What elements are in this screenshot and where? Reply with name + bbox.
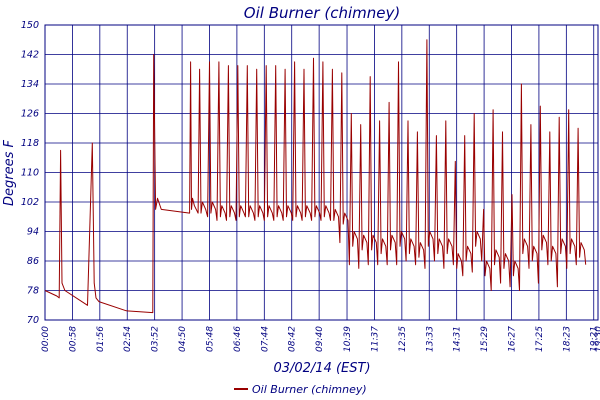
- x-tick-label: 11:37: [370, 326, 380, 352]
- series-group: [44, 39, 587, 314]
- y-tick-label: 70: [27, 315, 39, 326]
- y-tick-labels: 70 78 86 94 102 110 118 126 134 142 150: [21, 20, 39, 326]
- x-tick-label: 09:40: [315, 326, 325, 352]
- x-tick-label: 06:46: [233, 326, 243, 352]
- plot-frame: [44, 24, 599, 321]
- legend: Oil Burner (chimney): [234, 383, 367, 396]
- legend-label: Oil Burner (chimney): [252, 383, 367, 396]
- x-tick-labels: 00:00 00:58 01:56 02:54 03:52 04:50 05:48 06:46…: [41, 326, 600, 352]
- y-tick-label: 126: [21, 109, 39, 120]
- x-tick-label: 18:23: [562, 326, 572, 352]
- y-tick-label: 102: [21, 197, 39, 208]
- y-tick-label: 134: [21, 79, 39, 90]
- x-tick-label: 19:21: [590, 326, 600, 352]
- x-tick-label: 01:56: [96, 326, 106, 352]
- x-tick-label: 17:25: [535, 326, 545, 352]
- x-tick-label: 00:00: [41, 326, 51, 352]
- x-tick-label: 03:52: [151, 326, 161, 352]
- x-tick-label: 13:33: [425, 326, 435, 352]
- y-tick-label: 78: [27, 286, 39, 297]
- y-tick-label: 94: [27, 227, 39, 238]
- y-tick-label: 110: [21, 168, 39, 179]
- y-tick-label: 86: [27, 256, 39, 267]
- x-tick-label: 14:31: [453, 326, 463, 352]
- x-tick-label: 04:50: [178, 326, 188, 352]
- series-line-oil-burner: [44, 39, 587, 314]
- x-tick-label: 08:42: [288, 326, 298, 352]
- y-tick-label: 142: [21, 50, 39, 61]
- x-tick-label: 05:48: [205, 326, 215, 352]
- chart-title: Oil Burner (chimney): [244, 4, 400, 22]
- x-tick-label: 00:58: [68, 326, 78, 352]
- y-axis-label: Degrees F: [2, 139, 17, 206]
- x-tick-label: 07:44: [260, 326, 270, 352]
- y-tick-label: 118: [21, 138, 39, 149]
- x-tick-label: 19:30: [594, 326, 600, 352]
- x-axis-label: 03/02/14 (EST): [273, 361, 370, 376]
- x-tick-label: 16:27: [508, 326, 518, 352]
- x-tick-label: 12:35: [398, 326, 408, 352]
- x-tick-label: 10:39: [343, 326, 353, 352]
- y-tick-label: 150: [21, 20, 39, 31]
- x-tick-label: 02:54: [123, 326, 133, 352]
- x-tick-label: 15:29: [480, 326, 490, 352]
